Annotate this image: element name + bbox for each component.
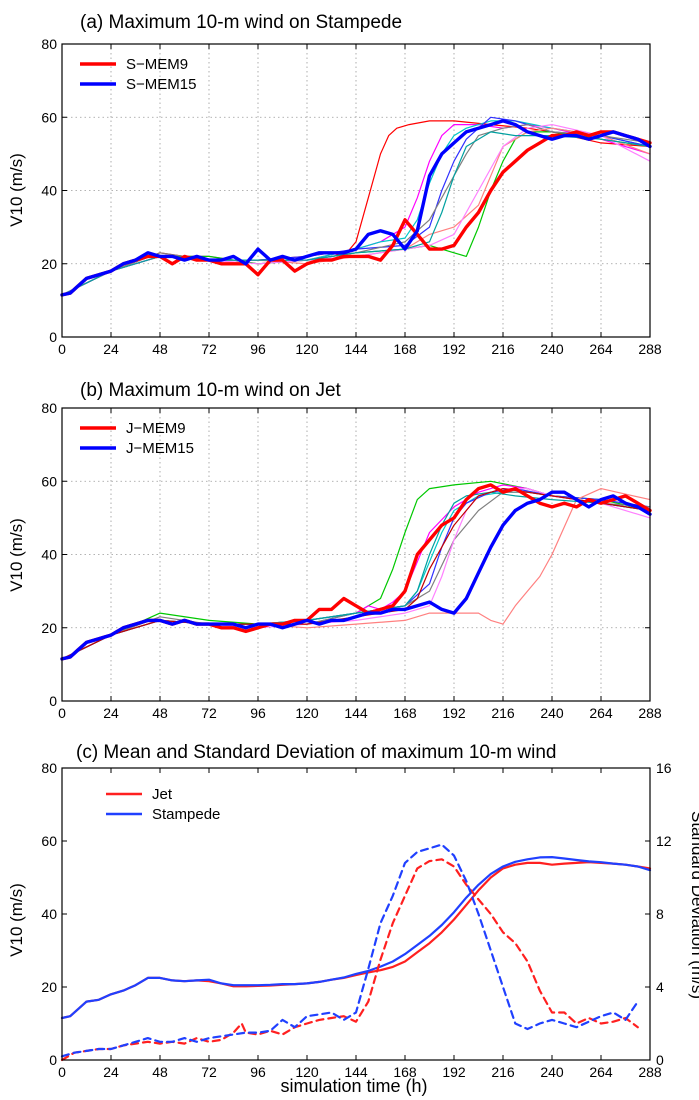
panel-b-plot: 0 24 48 72 96 120 144 168 192 216 240 264 288 0 20 40 60… bbox=[41, 400, 661, 721]
legend-label: S−MEM9 bbox=[126, 56, 188, 73]
series-line-j-mem9 bbox=[60, 483, 652, 661]
y-tick-label: 20 bbox=[41, 256, 57, 272]
y-tick-label-right: 8 bbox=[656, 906, 664, 922]
panel-c-ylabel: V10 (m/s) bbox=[7, 883, 26, 957]
x-tick-label: 0 bbox=[58, 1064, 66, 1080]
series-line bbox=[60, 843, 639, 1058]
y-tick-label-right: 4 bbox=[656, 979, 664, 995]
x-tick-label: 168 bbox=[393, 705, 417, 721]
panel-b: (b) Maximum 10-m wind on Jet V10 (m/s) 0… bbox=[7, 380, 662, 721]
y-tick-label-right: 12 bbox=[656, 833, 672, 849]
legend-label: Jet bbox=[152, 786, 173, 803]
panel-a-plot: 0 24 48 72 96 120 144 168 192 216 240 264 288 0 20 40 60… bbox=[41, 36, 661, 357]
y-tick-label: 0 bbox=[49, 329, 57, 345]
x-tick-label: 240 bbox=[540, 1064, 564, 1080]
x-tick-label: 288 bbox=[638, 705, 662, 721]
legend-label: S−MEM15 bbox=[126, 76, 196, 93]
series-line-s-mem15 bbox=[60, 119, 652, 297]
x-tick-label: 48 bbox=[152, 1064, 168, 1080]
series-line-j-mem15 bbox=[60, 490, 652, 661]
y-tick-label: 20 bbox=[41, 979, 57, 995]
panel-a-title: (a) Maximum 10-m wind on Stampede bbox=[80, 12, 402, 33]
series-line bbox=[60, 858, 639, 1062]
x-tick-label: 96 bbox=[250, 1064, 266, 1080]
y-tick-label: 60 bbox=[41, 109, 57, 125]
x-tick-label: 216 bbox=[491, 341, 515, 357]
x-tick-label: 192 bbox=[442, 1064, 466, 1080]
x-tick-label: 288 bbox=[638, 341, 662, 357]
x-tick-label: 24 bbox=[103, 705, 119, 721]
x-tick-label: 96 bbox=[250, 705, 266, 721]
x-tick-label: 144 bbox=[344, 705, 368, 721]
series-line-jet bbox=[60, 861, 652, 1020]
panel-a-ylabel: V10 (m/s) bbox=[7, 153, 26, 227]
x-tick-label: 288 bbox=[638, 1064, 662, 1080]
x-tick-label: 120 bbox=[295, 1064, 319, 1080]
x-tick-label: 192 bbox=[442, 341, 466, 357]
y-tick-label: 20 bbox=[41, 620, 57, 636]
series-line-s-mem9 bbox=[60, 130, 652, 297]
legend-label: Stampede bbox=[152, 806, 220, 823]
panel-b-title: (b) Maximum 10-m wind on Jet bbox=[80, 380, 342, 401]
x-tick-label: 72 bbox=[201, 705, 217, 721]
y-tick-label: 40 bbox=[41, 906, 57, 922]
x-tick-label: 144 bbox=[344, 341, 368, 357]
x-tick-label: 192 bbox=[442, 705, 466, 721]
panel-c-title: (c) Mean and Standard Deviation of maxim… bbox=[76, 742, 556, 763]
x-tick-label: 120 bbox=[295, 705, 319, 721]
y-tick-label: 40 bbox=[41, 183, 57, 199]
x-tick-label: 168 bbox=[393, 1064, 417, 1080]
y-tick-label: 80 bbox=[41, 760, 57, 776]
x-tick-label: 264 bbox=[589, 1064, 613, 1080]
series-line bbox=[61, 120, 651, 296]
x-tick-label: 24 bbox=[103, 1064, 119, 1080]
x-tick-label: 240 bbox=[540, 341, 564, 357]
x-tick-label: 144 bbox=[344, 1064, 368, 1080]
panel-a: (a) Maximum 10-m wind on Stampede V10 (m… bbox=[7, 12, 662, 357]
y-tick-label: 40 bbox=[41, 547, 57, 563]
panel-c-xlabel: simulation time (h) bbox=[280, 1076, 427, 1096]
series-line bbox=[61, 120, 651, 296]
x-tick-label: 168 bbox=[393, 341, 417, 357]
legend-label: J−MEM15 bbox=[126, 440, 194, 457]
x-tick-label: 120 bbox=[295, 341, 319, 357]
x-tick-label: 48 bbox=[152, 341, 168, 357]
legend-label: J−MEM9 bbox=[126, 420, 186, 437]
x-tick-label: 24 bbox=[103, 341, 119, 357]
x-tick-label: 216 bbox=[491, 705, 515, 721]
x-tick-label: 72 bbox=[201, 1064, 217, 1080]
y-tick-label: 80 bbox=[41, 36, 57, 52]
series-line-stampede bbox=[60, 855, 652, 1020]
panel-b-ylabel: V10 (m/s) bbox=[7, 518, 26, 592]
panel-c: (c) Mean and Standard Deviation of maxim… bbox=[7, 742, 699, 1096]
panel-c-plot: 0 24 48 72 96 120 144 168 192 216 240 264 2880204060… bbox=[41, 760, 671, 1080]
x-tick-label: 96 bbox=[250, 341, 266, 357]
x-tick-label: 0 bbox=[58, 341, 66, 357]
y-tick-label-right: 16 bbox=[656, 760, 672, 776]
x-tick-label: 72 bbox=[201, 341, 217, 357]
y-tick-label: 60 bbox=[41, 473, 57, 489]
x-tick-label: 216 bbox=[491, 1064, 515, 1080]
x-tick-label: 264 bbox=[589, 341, 613, 357]
series-line bbox=[61, 484, 651, 660]
x-tick-label: 0 bbox=[58, 705, 66, 721]
y-tick-label: 0 bbox=[49, 693, 57, 709]
x-tick-label: 240 bbox=[540, 705, 564, 721]
panel-c-ylabel-right: Standard Deviation (m/s) bbox=[688, 811, 699, 999]
axes-frame bbox=[61, 767, 651, 1061]
y-tick-label: 80 bbox=[41, 400, 57, 416]
y-tick-label: 60 bbox=[41, 833, 57, 849]
x-tick-label: 264 bbox=[589, 705, 613, 721]
y-tick-label: 0 bbox=[49, 1052, 57, 1068]
x-tick-label: 48 bbox=[152, 705, 168, 721]
y-tick-label-right: 0 bbox=[656, 1052, 664, 1068]
